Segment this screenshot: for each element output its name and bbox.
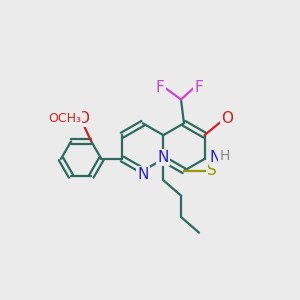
Text: F: F (194, 80, 203, 95)
Text: N: N (138, 167, 149, 182)
Text: OCH₃: OCH₃ (48, 112, 81, 125)
Text: O: O (77, 111, 89, 126)
Text: H: H (219, 149, 230, 163)
Text: S: S (207, 163, 217, 178)
Text: N: N (157, 150, 169, 165)
Text: N: N (210, 150, 221, 165)
Text: O: O (221, 111, 233, 126)
Text: F: F (156, 80, 165, 95)
